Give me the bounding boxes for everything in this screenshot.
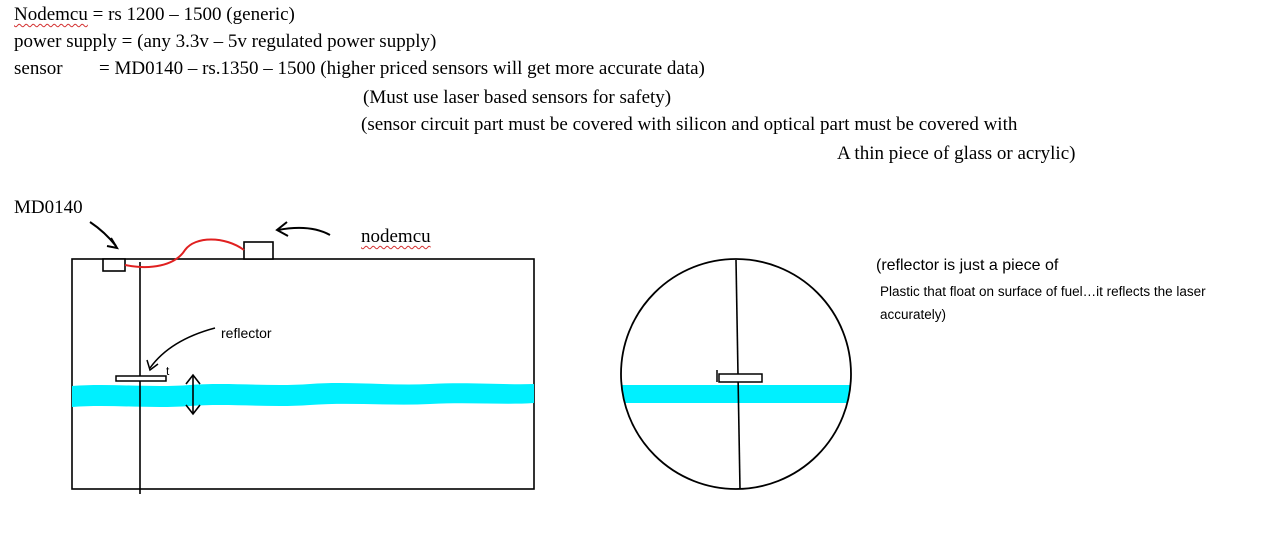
nodemcu-arrow-head xyxy=(275,221,289,237)
level-arrow-head-top xyxy=(185,373,201,385)
sensor-arrow-head xyxy=(106,237,120,250)
header-line-nodemcu: Nodemcu = rs 1200 – 1500 (generic) xyxy=(14,4,295,26)
header-line-covering-note: (sensor circuit part must be covered wit… xyxy=(361,114,1018,135)
reflector-pointer-arrow xyxy=(149,327,216,369)
sensor-box xyxy=(102,258,126,272)
nodemcu-price: = rs 1200 – 1500 (generic) xyxy=(87,4,295,25)
header-line-laser-note: (Must use laser based sensors for safety… xyxy=(363,87,672,108)
header-line-sensor-label: sensor xyxy=(14,58,63,79)
header-line-covering-note-cont: A thin piece of glass or acrylic) xyxy=(837,143,1076,164)
note-line-3: accurately) xyxy=(880,307,947,322)
label-md0140: MD0140 xyxy=(14,197,83,218)
reflector-float xyxy=(115,375,167,382)
note-line-1: (reflector is just a piece of xyxy=(876,257,1059,274)
section-reflector xyxy=(718,373,763,383)
sensor-pointer-arrow xyxy=(89,221,117,247)
nodemcu-pointer-arrow xyxy=(277,226,331,236)
note-line-2: Plastic that float on surface of fuel…it… xyxy=(880,284,1206,299)
label-reflector: reflector xyxy=(221,325,272,341)
label-nodemcu: nodemcu xyxy=(361,226,431,247)
reflector-arrow-head xyxy=(146,359,159,372)
fuel-surface-side xyxy=(72,383,534,407)
fuel-surface-section xyxy=(621,385,851,403)
tank-side-view xyxy=(71,258,535,490)
level-arrow-head-bottom xyxy=(185,404,201,416)
nodemcu-box xyxy=(243,241,274,260)
header-line-power-supply: power supply = (any 3.3v – 5v regulated … xyxy=(14,31,437,52)
label-t: t xyxy=(166,364,170,378)
header-line-sensor-value: = MD0140 – rs.1350 – 1500 (higher priced… xyxy=(99,58,705,79)
nodemcu-term: Nodemcu xyxy=(14,4,88,25)
tank-cross-section xyxy=(620,258,852,490)
red-wire xyxy=(124,238,245,268)
